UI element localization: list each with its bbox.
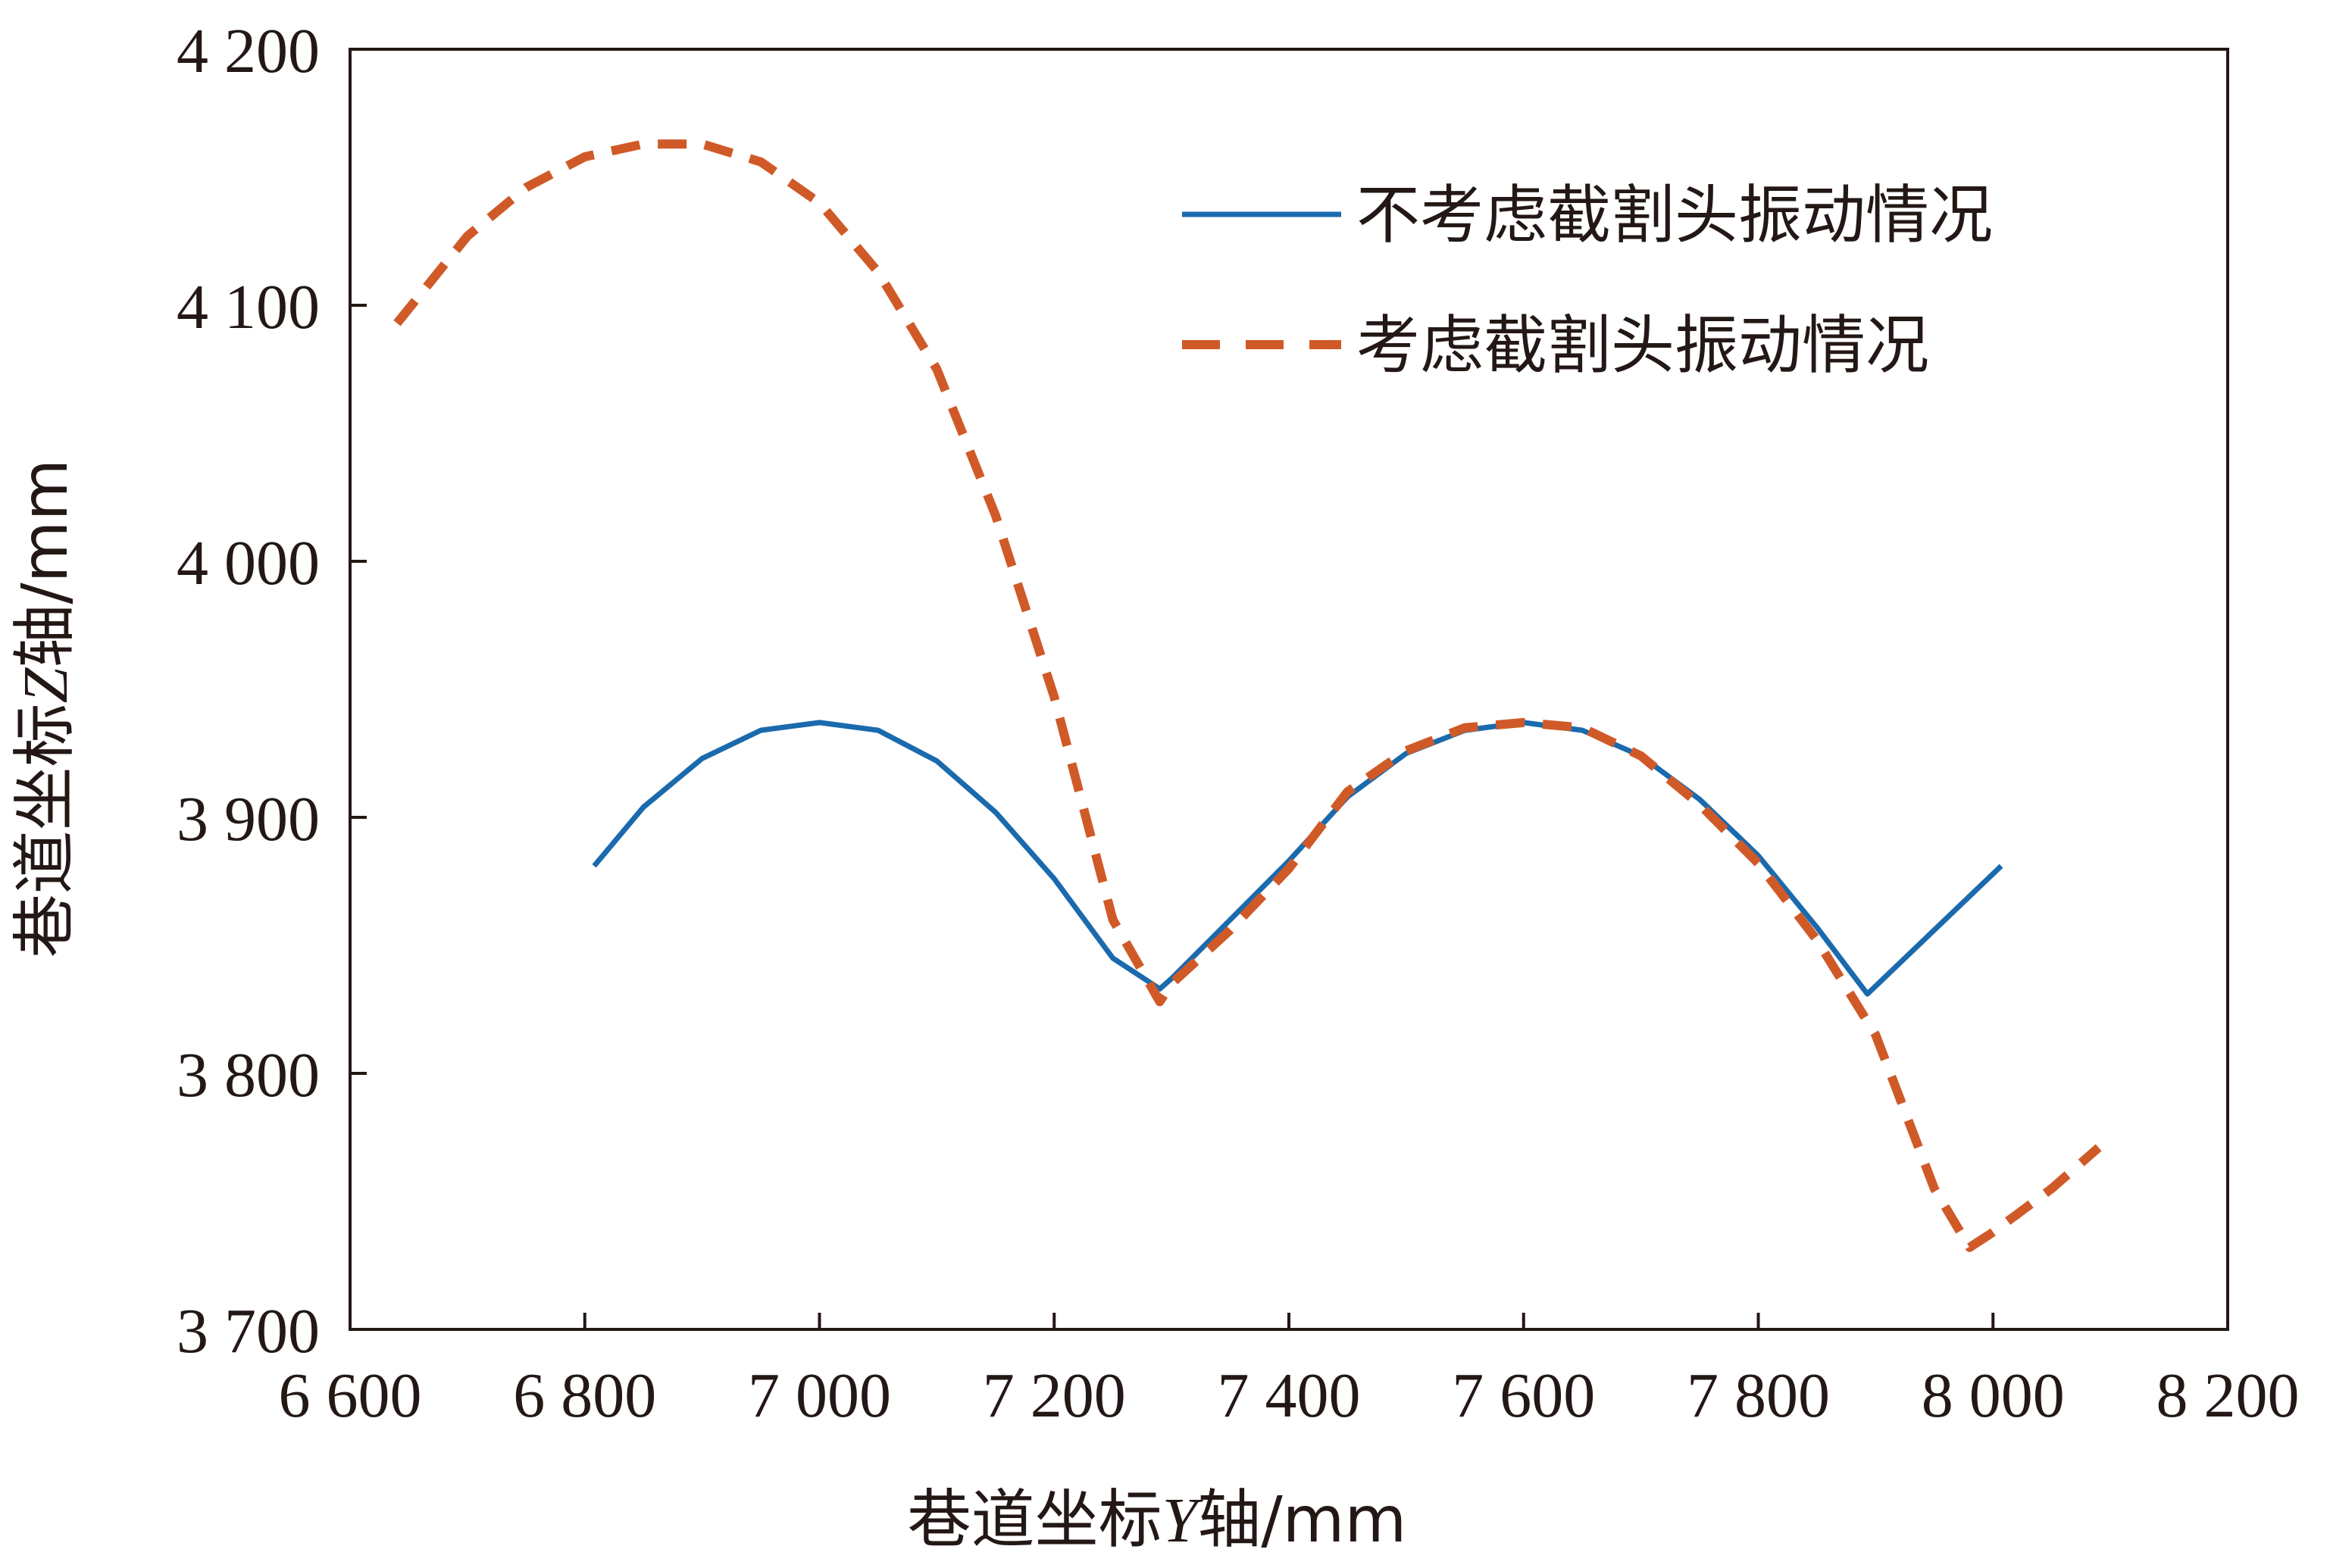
y-tick-label: 3 800 <box>177 1040 320 1110</box>
y-tick-label: 4 100 <box>177 272 320 342</box>
x-tick-label: 7 000 <box>748 1360 891 1431</box>
series-line-without-vibration <box>592 720 2003 997</box>
legend-label: 考虑截割头振动情况 <box>1356 308 1929 383</box>
x-axis: 6 600 6 800 7 000 7 200 7 400 7 600 7 800 8 000… <box>279 1313 2300 1431</box>
y-tick-label: 3 900 <box>177 784 320 854</box>
legend-label: 不考虑截割头振动情况 <box>1356 178 1993 252</box>
y-tick-label: 3 700 <box>177 1296 320 1367</box>
x-tick-label: 8 200 <box>2156 1360 2300 1431</box>
series-line-with-vibration <box>393 139 2102 1252</box>
y-axis-title: 巷道坐标Z轴/mm <box>8 459 82 958</box>
x-tick-label: 7 200 <box>983 1360 1126 1431</box>
x-axis-title: 巷道坐标Y轴/mm <box>908 1482 1407 1557</box>
x-tick-label: 8 000 <box>1922 1360 2065 1431</box>
x-tick-label: 6 800 <box>513 1360 656 1431</box>
x-tick-label: 6 600 <box>279 1360 422 1431</box>
x-tick-label: 7 600 <box>1452 1360 1595 1431</box>
x-tick-label: 7 400 <box>1218 1360 1361 1431</box>
y-tick-label: 4 000 <box>177 528 320 598</box>
series-layer <box>393 139 2102 1252</box>
x-tick-label: 7 800 <box>1687 1360 1830 1431</box>
y-tick-label: 4 200 <box>177 16 320 86</box>
y-axis: 3 700 3 800 3 900 4 000 4 100 4 200 <box>177 16 367 1367</box>
